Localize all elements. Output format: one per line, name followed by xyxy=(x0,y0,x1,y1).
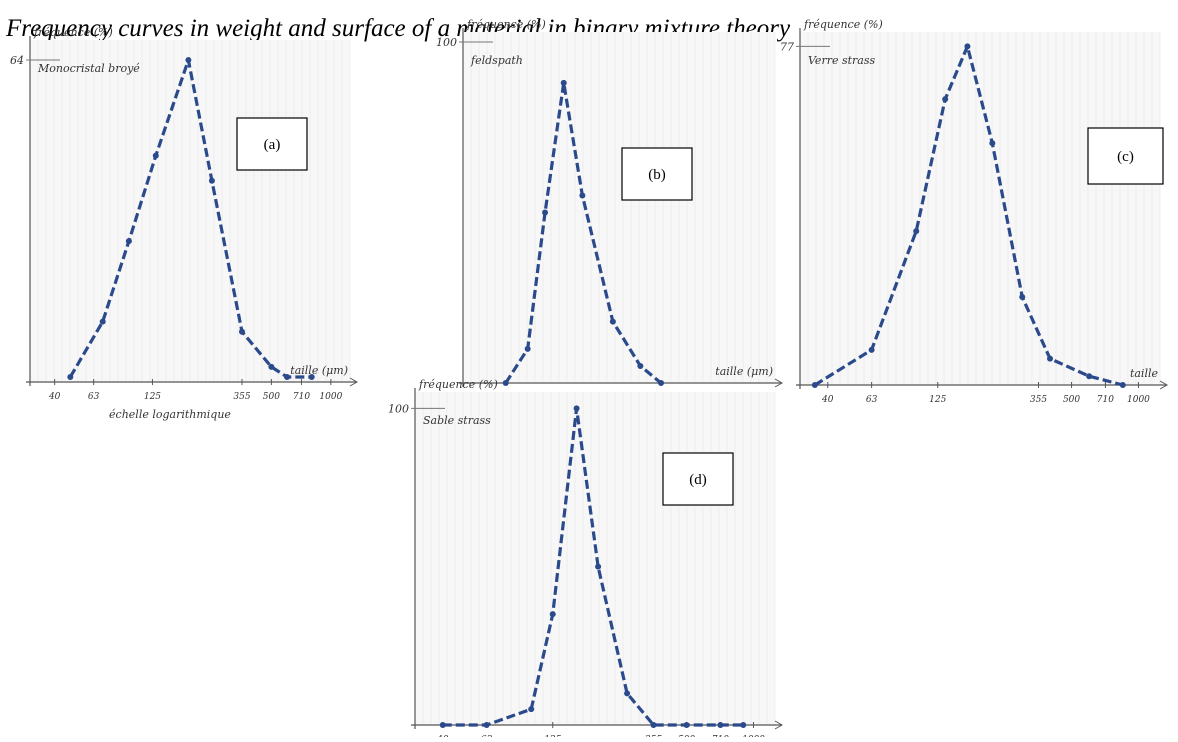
point xyxy=(208,177,215,184)
x-tick-label: 125 xyxy=(144,392,161,402)
point xyxy=(560,79,567,86)
axis-note: échelle logarithmique xyxy=(109,408,231,421)
x-tick-label: 63 xyxy=(866,395,878,405)
curve xyxy=(504,81,663,385)
point xyxy=(637,362,644,369)
point xyxy=(152,152,159,159)
y-tick-label: 100 xyxy=(436,36,457,49)
x-arrow xyxy=(774,720,784,730)
point xyxy=(717,722,724,728)
x-tick-label: 40 xyxy=(48,392,61,402)
x-arrow xyxy=(1159,380,1169,390)
point xyxy=(964,43,971,50)
panel-label-box xyxy=(662,452,734,506)
point xyxy=(650,722,657,728)
point xyxy=(483,722,490,728)
y-tick-label: 100 xyxy=(388,402,409,415)
x-tick-label: 710 xyxy=(293,392,310,402)
x-arrow xyxy=(349,377,359,387)
point xyxy=(658,380,665,386)
point xyxy=(268,363,275,370)
point xyxy=(740,722,747,728)
x-tick-label: 1000 xyxy=(1127,395,1150,405)
chart-title: Verre strass xyxy=(808,54,875,67)
chart-title: Sable strass xyxy=(423,414,491,427)
x-axis-label: taille (μm) xyxy=(715,365,773,378)
x-tick-label: 355 xyxy=(1030,395,1047,405)
point xyxy=(624,690,631,697)
point xyxy=(528,706,535,713)
point xyxy=(67,373,74,380)
y-axis-label: fréquence (%) xyxy=(803,18,883,31)
point xyxy=(185,57,192,64)
y-tick-label: 64 xyxy=(10,54,24,67)
plot-area xyxy=(800,32,1160,385)
point xyxy=(1119,382,1126,388)
y-axis-label: fréquence (%) xyxy=(418,378,498,391)
point xyxy=(1047,355,1054,362)
y-axis-label: fréquence (%) xyxy=(33,26,113,39)
x-tick-label: 40 xyxy=(821,395,834,405)
point xyxy=(913,228,920,235)
plot-area xyxy=(415,392,775,725)
point xyxy=(542,209,549,216)
point xyxy=(868,346,875,353)
panel-label-box xyxy=(1087,127,1164,185)
x-arrow xyxy=(774,378,784,388)
point xyxy=(524,345,531,352)
curve xyxy=(442,406,744,727)
point xyxy=(284,373,291,380)
curve xyxy=(68,58,312,379)
panel-label: (b) xyxy=(648,167,666,183)
x-axis-label: taille xyxy=(1130,367,1159,380)
y-tick-label: 77 xyxy=(780,40,794,53)
curve xyxy=(814,44,1124,387)
x-tick-label: 1000 xyxy=(319,392,342,402)
point xyxy=(579,192,586,199)
panel-label-box xyxy=(621,147,693,201)
point xyxy=(609,318,616,325)
chart-title: Monocristal broyé xyxy=(37,62,140,75)
point xyxy=(989,140,996,147)
x-tick-label: 500 xyxy=(1063,395,1080,405)
x-tick-label: 125 xyxy=(929,395,946,405)
x-tick-label: 63 xyxy=(88,392,100,402)
point xyxy=(595,563,602,570)
panel-label: (d) xyxy=(689,472,707,488)
plot-area xyxy=(463,32,775,383)
x-tick-label: 355 xyxy=(233,392,250,402)
point xyxy=(1086,373,1093,380)
point xyxy=(811,382,818,388)
point xyxy=(1019,294,1026,301)
panel-label-box xyxy=(236,117,308,171)
point xyxy=(125,238,132,245)
x-tick-label: 710 xyxy=(1097,395,1114,405)
point xyxy=(942,96,949,103)
point xyxy=(549,611,556,618)
x-axis-label: taille (μm) xyxy=(290,364,348,377)
panel-label: (a) xyxy=(264,137,281,153)
point xyxy=(308,373,315,380)
point xyxy=(439,722,446,728)
point xyxy=(238,328,245,335)
panel-label: (c) xyxy=(1117,149,1134,165)
point xyxy=(502,380,509,386)
point xyxy=(99,318,106,325)
chart-title: feldspath xyxy=(470,54,523,67)
x-tick-label: 500 xyxy=(263,392,280,402)
point xyxy=(573,405,580,412)
y-axis-label: fréquence (%) xyxy=(466,18,546,31)
point xyxy=(683,722,690,728)
